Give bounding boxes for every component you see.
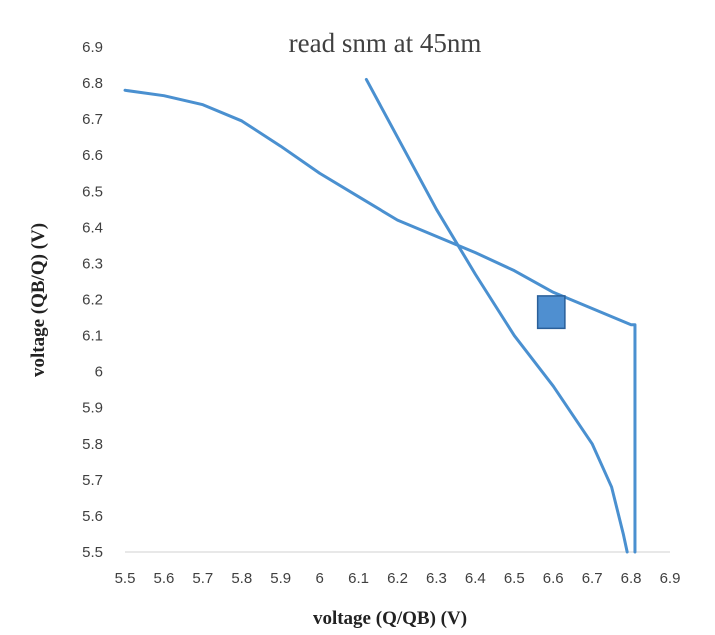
x-tick-label: 6.2	[387, 570, 408, 587]
series-line-1	[123, 88, 637, 554]
y-tick-label: 5.9	[82, 400, 103, 417]
y-tick-label: 6.1	[82, 328, 103, 345]
x-tick-label: 6.9	[660, 570, 681, 587]
x-axis-title: voltage (Q/QB) (V)	[313, 608, 467, 629]
y-tick-label: 5.8	[82, 436, 103, 453]
y-tick-label: 5.7	[82, 472, 103, 489]
y-tick-label: 6.6	[82, 147, 103, 164]
x-tick-label: 6.3	[426, 570, 447, 587]
y-tick-label: 6.3	[82, 255, 103, 272]
y-tick-label: 5.5	[82, 544, 103, 561]
y-tick-label: 6	[95, 364, 103, 381]
y-tick-label: 6.5	[82, 183, 103, 200]
x-tick-label: 5.7	[192, 570, 213, 587]
y-tick-label: 6.7	[82, 111, 103, 128]
x-tick-label: 6.4	[465, 570, 486, 587]
x-tick-label: 5.5	[115, 570, 136, 587]
series-group	[123, 77, 637, 554]
annotation-group	[536, 295, 566, 330]
x-tick-label: 6	[315, 570, 323, 587]
x-tick-label: 5.6	[153, 570, 174, 587]
x-tick-label: 6.6	[543, 570, 564, 587]
y-tick-labels: 5.5 5.6 5.7 5.8 5.9 6 6.1 6.2 6.3 6.4 6.5 6.6 6.7 6.8…	[82, 39, 103, 561]
x-tick-label: 5.8	[231, 570, 252, 587]
y-tick-label: 6.4	[82, 219, 103, 236]
y-tick-label: 5.6	[82, 508, 103, 525]
x-tick-label: 6.8	[621, 570, 642, 587]
y-tick-label: 6.8	[82, 75, 103, 92]
y-tick-label: 6.9	[82, 39, 103, 56]
snm-square-marker	[536, 295, 566, 330]
x-tick-label: 5.9	[270, 570, 291, 587]
x-tick-label: 6.1	[348, 570, 369, 587]
x-tick-label: 6.7	[582, 570, 603, 587]
y-tick-label: 6.2	[82, 292, 103, 309]
y-axis-title: voltage (QB/Q) (V)	[28, 223, 49, 377]
x-tick-label: 6.5	[504, 570, 525, 587]
series-line-2	[364, 77, 629, 554]
x-tick-labels: 5.5 5.6 5.7 5.8 5.9 6 6.1 6.2 6.3 6.4 6.5 6.6 6.7 6.8…	[115, 570, 681, 587]
chart-title: read snm at 45nm	[289, 28, 482, 58]
